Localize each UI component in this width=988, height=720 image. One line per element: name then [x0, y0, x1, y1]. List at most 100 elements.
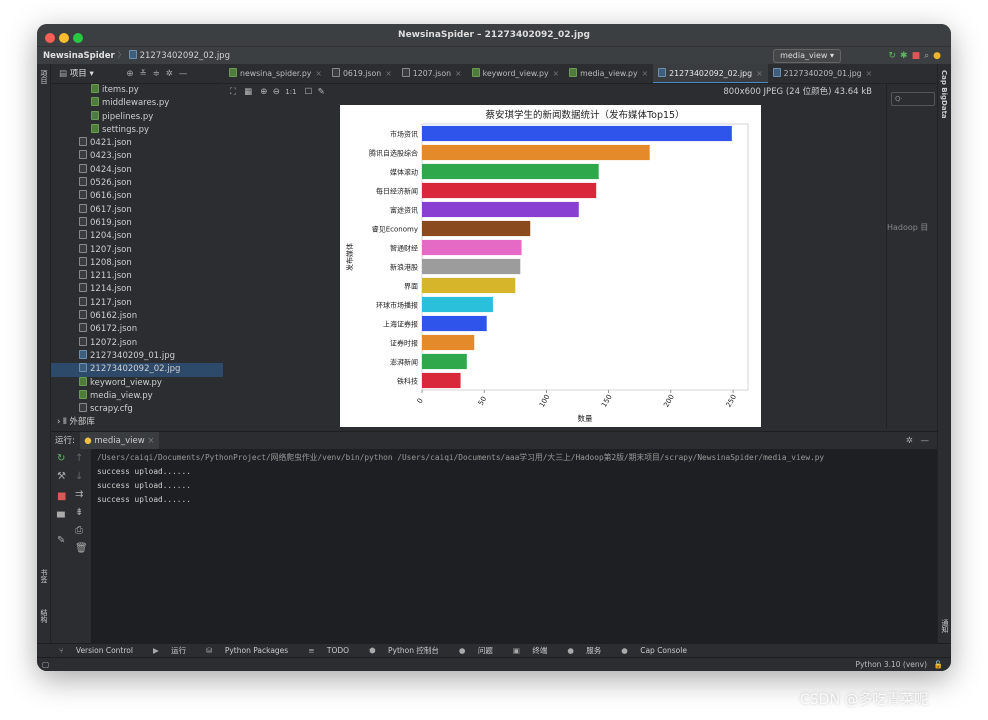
fit-icon[interactable]: ⛶ — [230, 87, 236, 97]
close-icon[interactable]: × — [641, 69, 649, 78]
tool-tab[interactable]: ⛁ Python Packages — [206, 646, 298, 655]
tool-tab[interactable]: ▶ 运行 — [153, 646, 196, 655]
run-config-selector[interactable]: media_view ▾ — [773, 49, 841, 63]
interpreter-label[interactable]: Python 3.10 (venv) — [855, 660, 927, 669]
lock-icon[interactable]: 🔓 — [933, 660, 943, 669]
rerun-icon[interactable]: ↻ — [57, 453, 66, 464]
close-window-button[interactable] — [45, 33, 55, 43]
soft-wrap-icon[interactable]: ⇉ — [75, 489, 84, 500]
project-tool-button[interactable]: 项目 — [40, 70, 48, 84]
editor-tab[interactable]: keyword_view.py × — [467, 64, 565, 83]
tree-item[interactable]: 06162.json — [51, 310, 223, 323]
tool-tab[interactable]: ● 服务 — [567, 646, 611, 655]
color-picker-icon[interactable]: ✎ — [317, 87, 325, 97]
breadcrumb-file[interactable]: 21273402092_02.jpg — [139, 51, 230, 61]
minimize-window-button[interactable] — [59, 33, 69, 43]
notifications-tool-button[interactable]: 通知 — [941, 619, 949, 633]
settings-icon[interactable]: ● — [933, 51, 945, 61]
tree-item[interactable]: 1207.json — [51, 243, 223, 257]
debug-icon[interactable]: ✱ — [900, 51, 912, 61]
tree-item[interactable]: 21273402092_02.jpg — [51, 363, 223, 377]
print-icon[interactable]: ⎙ — [75, 525, 83, 536]
trash-icon[interactable]: 🗑 — [75, 543, 88, 554]
run-tab[interactable]: ● media_view × — [80, 432, 159, 450]
expand-icon[interactable]: ≚ — [139, 69, 153, 79]
tree-item[interactable]: 0616.json — [51, 190, 223, 203]
close-icon[interactable]: × — [552, 69, 560, 78]
run-panel-hide-icon[interactable]: — — [920, 436, 930, 446]
background-icon[interactable]: ☐ — [304, 87, 313, 97]
tree-item[interactable]: 0617.json — [51, 203, 223, 217]
tree-item[interactable]: middlewares.py — [51, 97, 223, 110]
tree-item[interactable]: 0424.json — [51, 163, 223, 177]
bookmarks-tool-button[interactable]: 书签 — [40, 569, 48, 583]
close-icon[interactable]: × — [865, 69, 873, 78]
layout-toggle-icon[interactable]: ▢ — [42, 660, 50, 669]
close-icon[interactable]: × — [455, 69, 462, 78]
tree-item[interactable]: 1204.json — [51, 230, 223, 243]
scroll-to-end-icon[interactable]: ⇟ — [75, 507, 84, 518]
stop-icon[interactable]: ■ — [911, 51, 925, 61]
pin-icon[interactable]: ✎ — [57, 535, 66, 546]
editor-tab[interactable]: 1207.json × — [397, 64, 467, 83]
close-icon[interactable]: × — [147, 436, 155, 446]
project-panel-title[interactable]: 项目 — [69, 69, 87, 79]
zoom-out-icon[interactable]: ⊖ — [272, 87, 280, 97]
tree-item[interactable]: 12072.json — [51, 336, 223, 350]
close-icon[interactable]: × — [315, 69, 322, 78]
tree-item[interactable]: › ⫴ 外部库 — [51, 416, 223, 428]
tree-item[interactable]: 0421.json — [51, 137, 223, 150]
search-icon[interactable]: ⌕ — [924, 51, 934, 61]
tree-item[interactable]: 1208.json — [51, 256, 223, 270]
tree-item[interactable]: scrapy.cfg — [51, 403, 223, 416]
panel-search-input[interactable]: Q· — [891, 92, 935, 106]
gear-icon[interactable]: ✲ — [165, 69, 179, 79]
editor-tab[interactable]: 0619.json × — [327, 64, 397, 83]
tree-item[interactable]: 0423.json — [51, 150, 223, 163]
tool-tab[interactable]: ≡ TODO — [308, 646, 359, 655]
editor-tab[interactable]: newsina_spider.py × — [224, 64, 327, 83]
rerun-icon[interactable]: ↻ — [888, 51, 901, 61]
tool-tab[interactable]: ● 问题 — [459, 646, 503, 655]
run-panel-settings-icon[interactable]: ✲ — [905, 436, 913, 446]
tree-item[interactable]: 06172.json — [51, 323, 223, 336]
bar — [422, 315, 487, 332]
run-console[interactable]: /Users/caiqi/Documents/PythonProject/网络爬… — [91, 449, 937, 643]
tool-tab[interactable]: ● Cap Console — [621, 646, 697, 655]
tool-tab[interactable]: ⑂ Version Control — [59, 646, 143, 655]
tree-item[interactable]: settings.py — [51, 123, 223, 137]
breadcrumb-project[interactable]: NewsinaSpider — [43, 51, 115, 61]
zoom-in-icon[interactable]: ⊕ — [260, 87, 268, 97]
close-icon[interactable]: × — [756, 69, 763, 78]
stop-icon[interactable]: ■ — [57, 491, 67, 502]
structure-tool-button[interactable]: 结构 — [40, 609, 48, 623]
tree-item[interactable]: 0619.json — [51, 216, 223, 230]
up-icon[interactable]: ↑ — [75, 453, 84, 464]
tree-item[interactable]: 0526.json — [51, 177, 223, 190]
actual-size-button[interactable]: 1:1 — [285, 88, 297, 96]
locate-icon[interactable]: ⊕ — [126, 69, 140, 79]
tree-item[interactable]: 2127340209_01.jpg — [51, 349, 223, 363]
editor-tab[interactable]: 2127340209_01.jpg × — [768, 64, 878, 83]
maximize-window-button[interactable] — [73, 33, 83, 43]
wrench-icon[interactable]: ⚒ — [57, 471, 66, 482]
hide-icon[interactable]: — — [178, 69, 194, 79]
grid-icon[interactable]: ▦ — [244, 87, 253, 97]
tree-item[interactable]: items.py — [51, 84, 223, 97]
tree-item[interactable]: 1217.json — [51, 296, 223, 310]
collapse-icon[interactable]: ≑ — [152, 69, 166, 79]
tree-item[interactable]: 1211.json — [51, 270, 223, 283]
tool-tab[interactable]: ⬢ Python 控制台 — [369, 646, 449, 655]
close-icon[interactable]: × — [385, 69, 392, 78]
editor-tab[interactable]: media_view.py × — [564, 64, 653, 83]
editor-tab[interactable]: 21273402092_02.jpg × — [653, 64, 768, 83]
tree-item[interactable]: pipelines.py — [51, 110, 223, 124]
tool-tab[interactable]: ▣ 终端 — [513, 646, 557, 655]
tree-item[interactable]: 1214.json — [51, 283, 223, 296]
tool-window-bar: ⑂ Version Control ▶ 运行 ⛁ Python Packages ≡ … — [37, 643, 951, 657]
cap-bigdata-tool-button[interactable]: Cap BigData — [940, 70, 948, 119]
down-icon[interactable]: ↓ — [75, 471, 84, 482]
tree-item[interactable]: keyword_view.py — [51, 376, 223, 390]
tree-item[interactable]: media_view.py — [51, 389, 223, 403]
layout-icon[interactable]: ▀ — [57, 513, 65, 524]
